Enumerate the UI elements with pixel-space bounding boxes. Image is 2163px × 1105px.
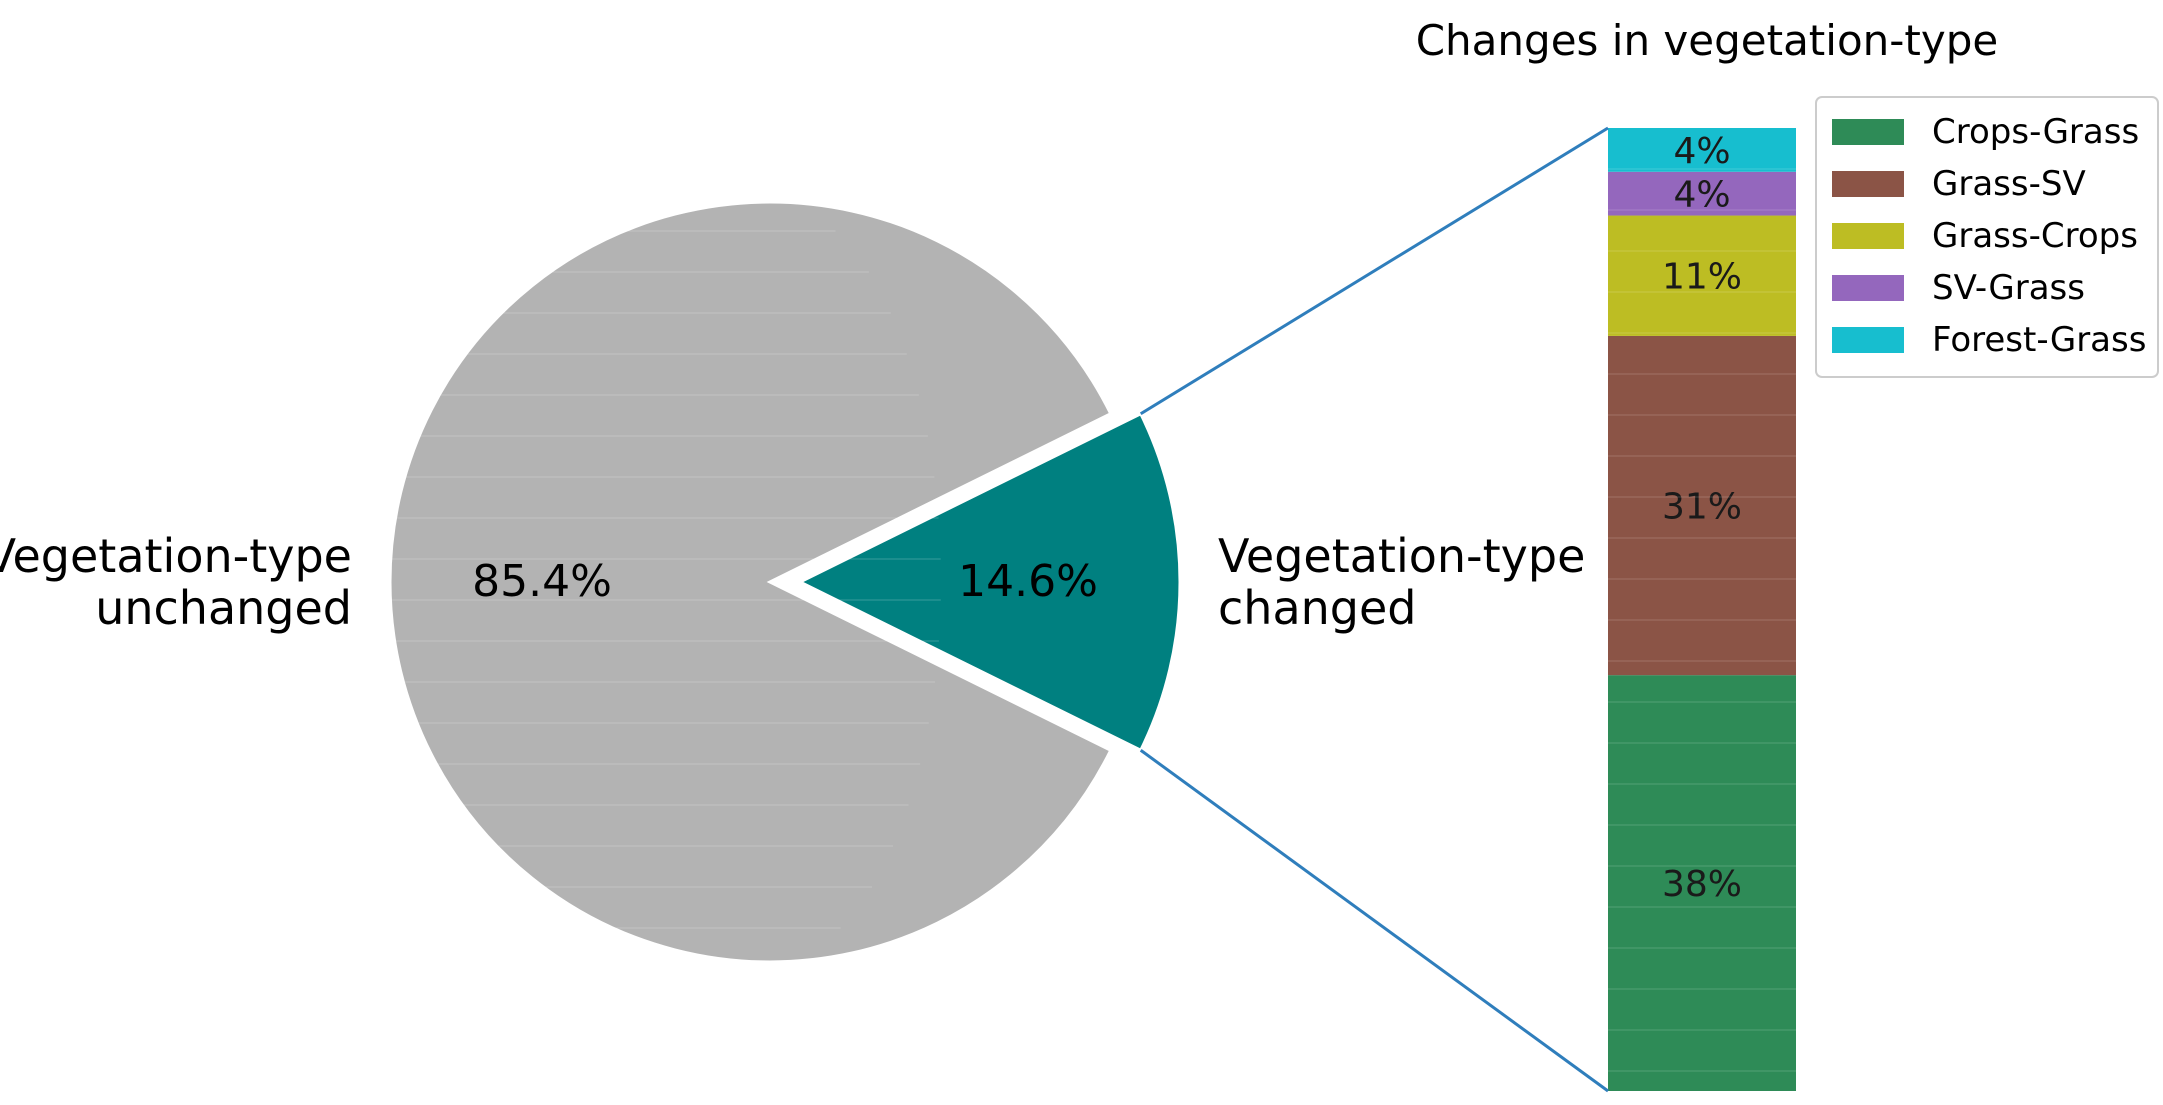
legend-label-grass-sv: Grass-SV [1932, 164, 2086, 204]
connector-line-bottom [1139, 749, 1609, 1093]
legend-box [1815, 96, 2159, 378]
bar-value-label-grass-sv: 31% [1662, 487, 1742, 528]
legend-swatch-forest-grass [1832, 327, 1904, 353]
bar-chart-title: Changes in vegetation-type [1416, 16, 1999, 65]
bar-value-label-crops-grass: 38% [1662, 864, 1742, 905]
pie-outer-label-vegetation-type-changed-line-1: Vegetation-type [1218, 529, 1585, 583]
pie-outer-label-vegetation-type-unchanged-line-1: Vegetation-type [0, 529, 352, 583]
legend-swatch-grass-crops [1832, 223, 1904, 249]
legend-label-forest-grass: Forest-Grass [1932, 320, 2146, 360]
legend-swatch-crops-grass [1832, 119, 1904, 145]
pie-outer-label-vegetation-type-unchanged-line-2: unchanged [95, 581, 352, 635]
bar-value-label-sv-grass: 4% [1673, 175, 1730, 216]
pie-slice-vegetation-type-unchanged [388, 200, 1113, 964]
legend-swatch-grass-sv [1832, 171, 1904, 197]
legend-label-sv-grass: SV-Grass [1932, 268, 2085, 308]
pie-value-label-vegetation-type-unchanged: 85.4% [472, 556, 612, 607]
legend-label-crops-grass: Crops-Grass [1932, 112, 2139, 152]
pie-outer-label-vegetation-type-changed-line-2: changed [1218, 581, 1417, 635]
bar-segment-crops-grass [1608, 675, 1796, 1091]
bar-value-label-grass-crops: 11% [1662, 257, 1742, 298]
pie-value-label-vegetation-type-changed: 14.6% [958, 556, 1098, 607]
bar-segment-sv-grass [1608, 171, 1796, 216]
bar-segment-grass-sv [1608, 335, 1796, 676]
bar-segment-forest-grass [1608, 128, 1796, 172]
legend-label-grass-crops: Grass-Crops [1932, 216, 2138, 256]
bar-value-label-forest-grass: 4% [1673, 131, 1730, 172]
legend-swatch-sv-grass [1832, 275, 1904, 301]
bar-segment-grass-crops [1608, 215, 1796, 336]
connector-line-top [1139, 126, 1609, 416]
pie-slice-vegetation-type-changed [796, 411, 1182, 753]
